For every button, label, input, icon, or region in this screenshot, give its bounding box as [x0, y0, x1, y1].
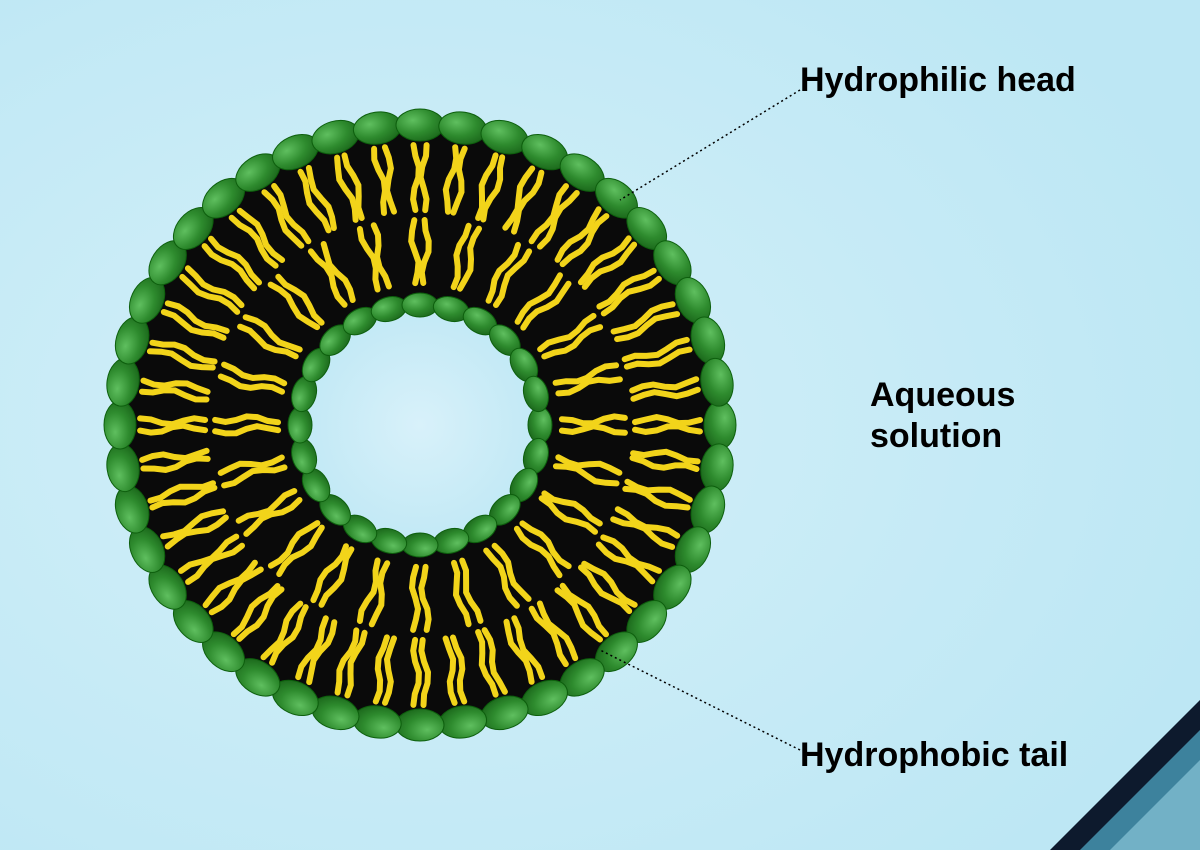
diagram-svg — [0, 0, 1200, 850]
label-hydrophilic-head-text: Hydrophilic head — [800, 61, 1076, 99]
liposome-diagram — [0, 0, 1200, 850]
label-hydrophilic-head: Hydrophilic head — [800, 60, 1076, 101]
label-aqueous-line2: solution — [870, 417, 1002, 455]
label-aqueous-line1: Aqueous — [870, 376, 1015, 414]
label-aqueous-solution: Aqueous solution — [870, 375, 1015, 457]
label-hydrophobic-tail: Hydrophobic tail — [800, 735, 1068, 776]
label-hydrophobic-tail-text: Hydrophobic tail — [800, 736, 1068, 774]
